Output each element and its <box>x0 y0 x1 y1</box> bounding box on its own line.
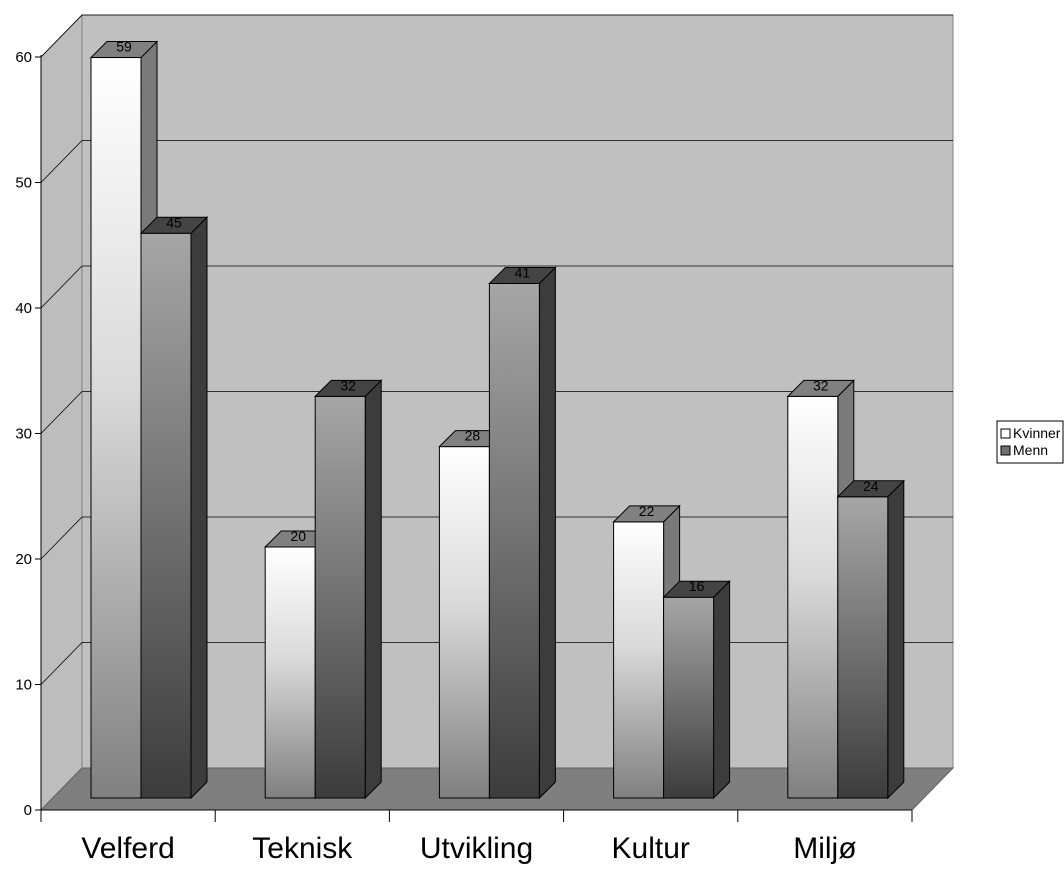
x-tick-label: Miljø <box>793 832 856 865</box>
data-label: 28 <box>465 428 481 444</box>
x-tick-label: Teknisk <box>252 832 353 865</box>
bars <box>89 40 906 800</box>
y-tick-label: 0 <box>24 802 32 819</box>
data-label: 16 <box>689 578 705 594</box>
legend-swatch <box>1000 445 1011 456</box>
data-label: 41 <box>515 264 531 280</box>
y-tick-label: 50 <box>15 175 32 192</box>
bar-menn-teknisk <box>313 379 383 800</box>
data-label: 59 <box>116 39 132 55</box>
legend-label: Kvinner <box>1013 425 1061 441</box>
x-tick-label: Kultur <box>612 832 690 865</box>
legend-label: Menn <box>1013 442 1048 458</box>
x-tick-label: Utvikling <box>420 832 533 865</box>
bar-menn-utvikling <box>488 266 557 800</box>
gridline <box>40 14 953 58</box>
data-labels: 59 45 20 32 28 41 22 16 32 24 <box>116 39 879 595</box>
data-label: 32 <box>340 377 356 393</box>
bar-menn-velferd <box>139 216 209 800</box>
bar-menn-kultur <box>662 579 731 800</box>
legend-swatch <box>1000 428 1011 439</box>
legend-box <box>996 420 1064 464</box>
x-tick-label: Velferd <box>81 832 174 865</box>
axes: 0 10 20 30 40 50 60 Velferd Teknisk Utvikling Kult… <box>15 49 913 865</box>
y-tick-label: 20 <box>15 551 32 568</box>
data-label: 45 <box>166 214 182 230</box>
gridline <box>40 140 953 183</box>
data-label: 20 <box>290 528 306 544</box>
y-tick-label: 40 <box>15 300 32 317</box>
y-tick-label: 30 <box>15 426 32 443</box>
gridline <box>40 265 953 309</box>
y-tick-label: 60 <box>15 49 32 66</box>
data-label: 22 <box>639 503 655 519</box>
data-label: 32 <box>813 377 829 393</box>
data-label: 24 <box>863 478 879 494</box>
y-tick-label: 10 <box>15 677 32 694</box>
gridline <box>40 391 953 434</box>
bar-menn-miljø <box>836 479 906 800</box>
